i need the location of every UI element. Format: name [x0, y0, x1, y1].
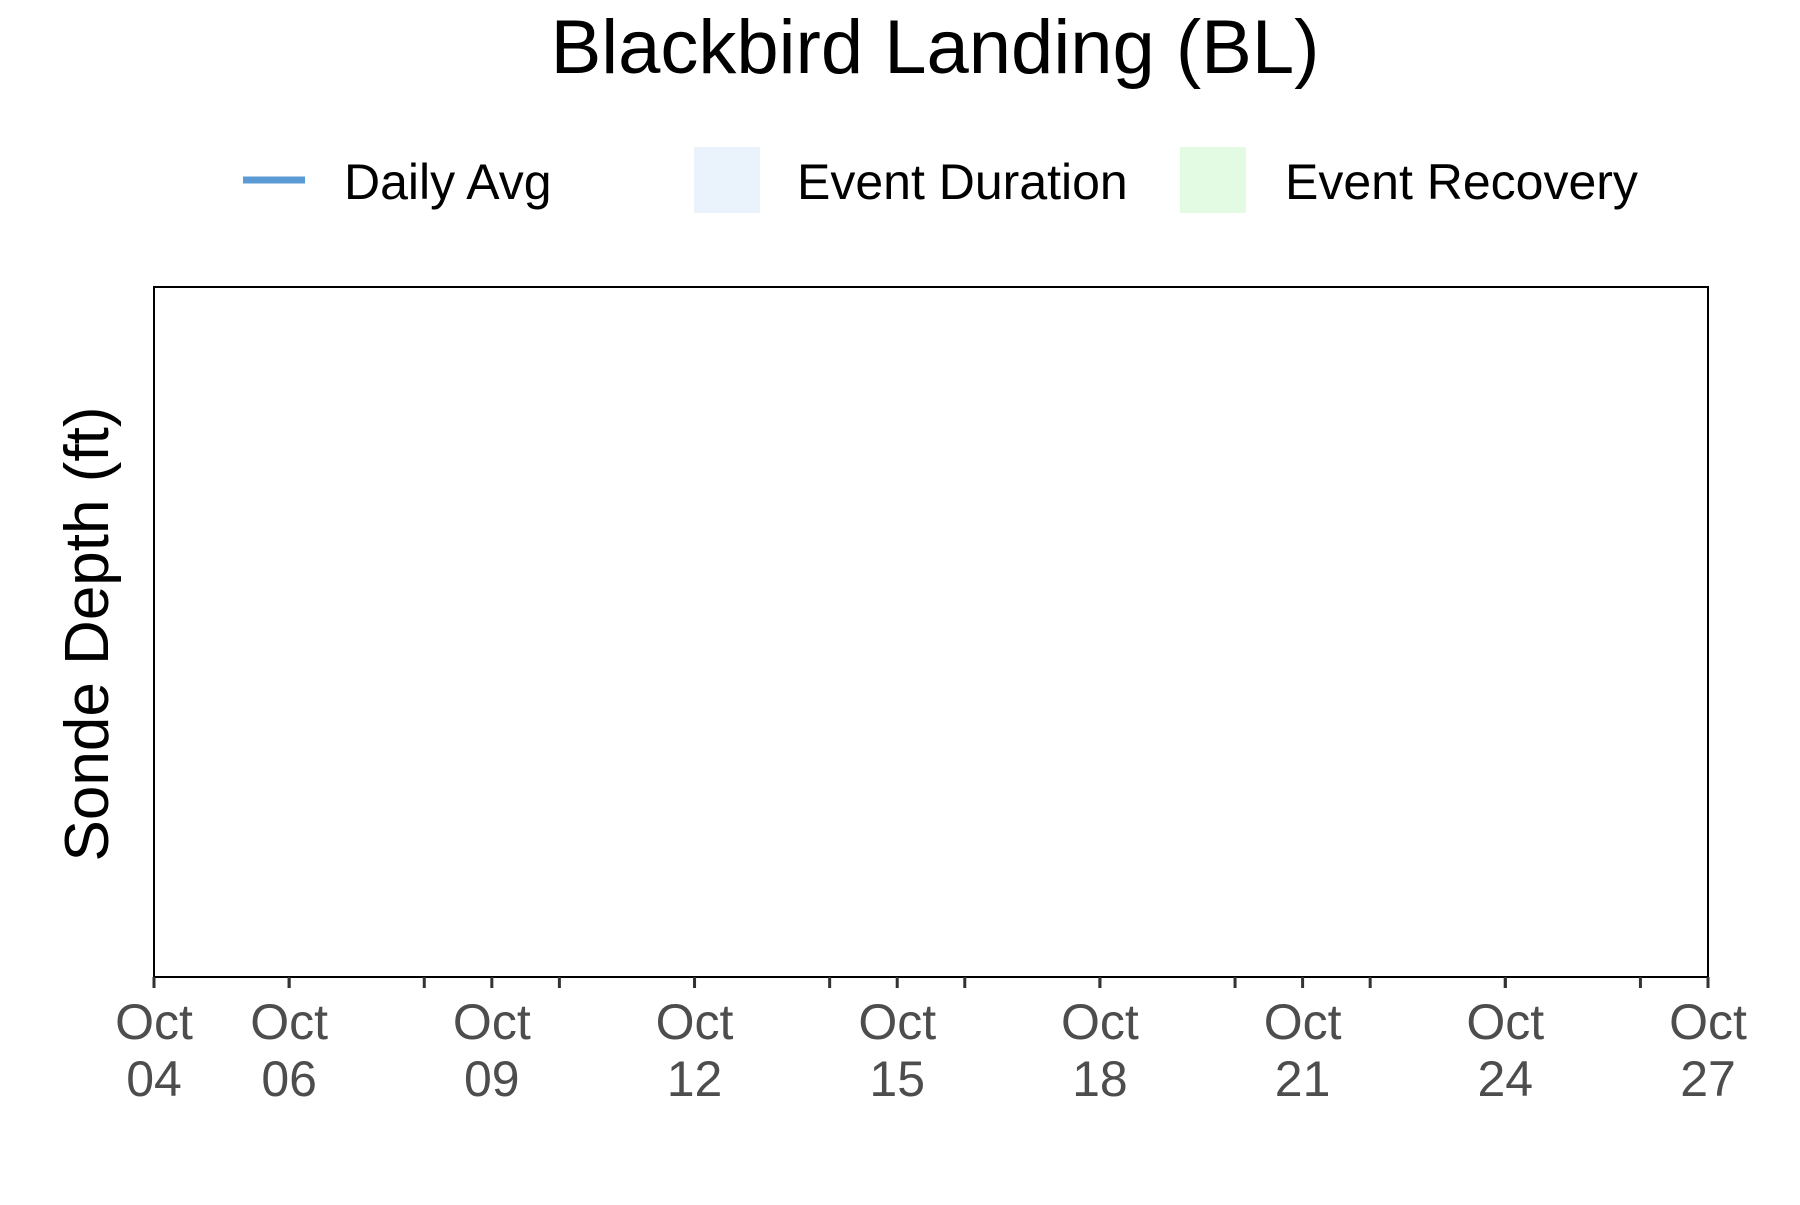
x-tick-label-day: 15 [869, 1051, 925, 1107]
x-tick-label-month: Oct [656, 994, 734, 1050]
x-tick-label-day: 18 [1072, 1051, 1128, 1107]
x-tick-label-month: Oct [1264, 994, 1342, 1050]
x-axis: Oct04Oct06Oct09Oct12Oct15Oct18Oct21Oct24… [115, 977, 1747, 1107]
x-tick-label-month: Oct [858, 994, 936, 1050]
x-tick-label-day: 04 [126, 1051, 182, 1107]
x-tick-label-day: 21 [1275, 1051, 1331, 1107]
legend-label-daily-avg: Daily Avg [344, 154, 552, 210]
legend-key-event-duration [694, 147, 760, 213]
legend: Daily Avg Event Duration Event Recovery [243, 147, 1638, 213]
legend-label-event-duration: Event Duration [797, 154, 1128, 210]
x-tick-label-day: 24 [1477, 1051, 1533, 1107]
x-tick-label-day: 27 [1680, 1051, 1736, 1107]
chart-title: Blackbird Landing (BL) [551, 5, 1320, 90]
x-tick-label-month: Oct [250, 994, 328, 1050]
x-tick-label-day: 09 [464, 1051, 520, 1107]
y-axis-label: Sonde Depth (ft) [53, 407, 122, 862]
x-tick-label-month: Oct [1669, 994, 1747, 1050]
x-tick-label-month: Oct [115, 994, 193, 1050]
plot-panel [153, 286, 1709, 978]
x-tick-label-month: Oct [1061, 994, 1139, 1050]
legend-label-event-recovery: Event Recovery [1285, 154, 1638, 210]
x-tick-label-day: 06 [261, 1051, 317, 1107]
x-tick-label-month: Oct [1466, 994, 1544, 1050]
legend-key-event-recovery [1180, 147, 1246, 213]
x-tick-label-month: Oct [453, 994, 531, 1050]
x-tick-label-day: 12 [667, 1051, 723, 1107]
